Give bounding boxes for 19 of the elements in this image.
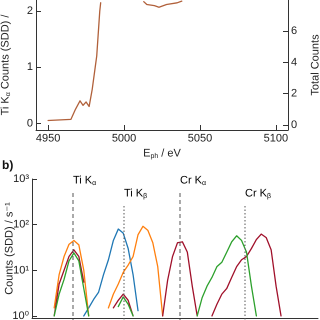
y2-tick-label: 6 xyxy=(291,25,298,38)
y-tick-label: 2 xyxy=(26,5,33,18)
y-tick-label: 1 xyxy=(26,61,33,74)
x-tick-label: 4950 xyxy=(36,132,60,144)
y2-axis-title: Total Counts xyxy=(310,34,320,96)
y-tick-label: 10¹ xyxy=(13,264,30,276)
y-tick-label: 10² xyxy=(13,218,30,231)
x-tick-label: 5050 xyxy=(188,132,212,144)
y-axis-title: Counts (SDD) / s⁻¹ xyxy=(4,202,16,295)
y2-tick-label: 2 xyxy=(291,88,298,100)
y2-tick-label: 4 xyxy=(291,56,298,68)
y-tick-label: 0 xyxy=(26,117,33,130)
y2-tick-label: 0 xyxy=(291,118,298,131)
chart-title: b) xyxy=(2,158,14,172)
x-tick-label: 5000 xyxy=(112,132,136,144)
y-tick-label: 10³ xyxy=(13,173,30,185)
line-series xyxy=(83,228,139,317)
y-tick-label: 10⁰ xyxy=(12,310,30,320)
x-tick-label: 5100 xyxy=(264,132,288,144)
